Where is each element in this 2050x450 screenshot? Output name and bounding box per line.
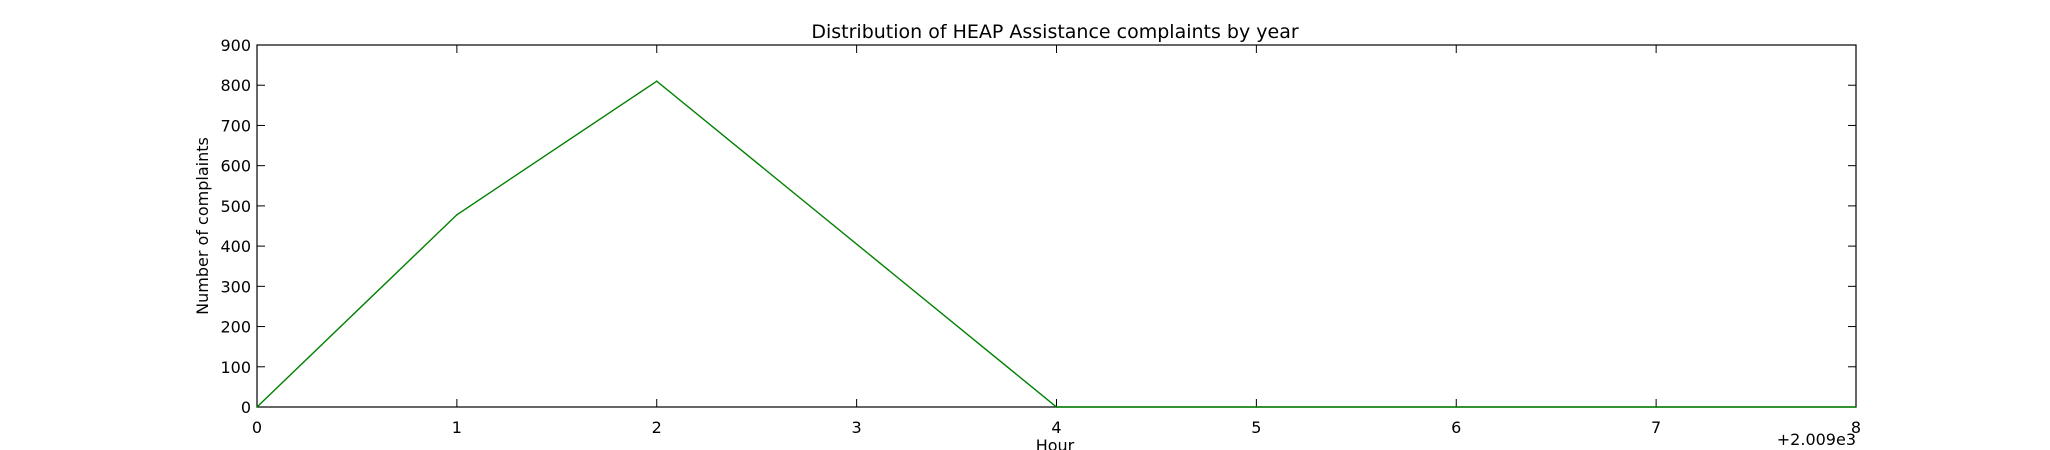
y-tick-label-8: 800 (220, 76, 251, 95)
y-tick-label-2: 200 (220, 318, 251, 337)
y-tick-label-0: 0 (241, 398, 251, 417)
data-point-0-1 (456, 213, 458, 216)
data-point-0-7 (1855, 406, 1857, 408)
y-tick-label-5: 500 (220, 197, 251, 216)
data-point-0-5 (1455, 406, 1458, 408)
data-point-0-6 (1655, 406, 1657, 408)
data-point-0-4 (1255, 406, 1258, 408)
x-tick-label-2: 2 (652, 418, 662, 437)
y-tick-label-4: 400 (220, 237, 251, 256)
plot-area: 0 1 2 3 4 5 6 7 8 0 100 200 300 400 500 600 700 800 900 (220, 36, 1861, 437)
data-point-0-0 (256, 406, 258, 408)
x-tick-label-1: 1 (452, 418, 462, 437)
chart-title: Distribution of HEAP Assistance complain… (811, 21, 1298, 43)
y-tick-label-6: 600 (220, 157, 251, 176)
data-point-0-3 (1055, 406, 1058, 408)
x-tick-label-8: 8 (1851, 418, 1861, 437)
x-axis-offset-label: +2.009e3 (1777, 430, 1856, 449)
y-tick-label-3: 300 (220, 277, 251, 296)
data-point-0-2 (655, 80, 658, 82)
x-tick-label-4: 4 (1051, 418, 1061, 437)
x-axis-label: Hour (1036, 436, 1075, 450)
y-tick-label-9: 900 (220, 36, 251, 55)
x-tick-label-0: 0 (252, 418, 262, 437)
y-axis-label: Number of complaints (193, 137, 212, 315)
x-tick-label-5: 5 (1251, 418, 1261, 437)
x-tick-label-6: 6 (1451, 418, 1461, 437)
x-tick-label-3: 3 (852, 418, 862, 437)
plot-frame (256, 44, 1857, 408)
series-line-0 (256, 80, 1856, 408)
y-tick-label-1: 100 (220, 358, 251, 377)
y-tick-label-7: 700 (220, 116, 251, 135)
x-tick-label-7: 7 (1651, 418, 1661, 437)
